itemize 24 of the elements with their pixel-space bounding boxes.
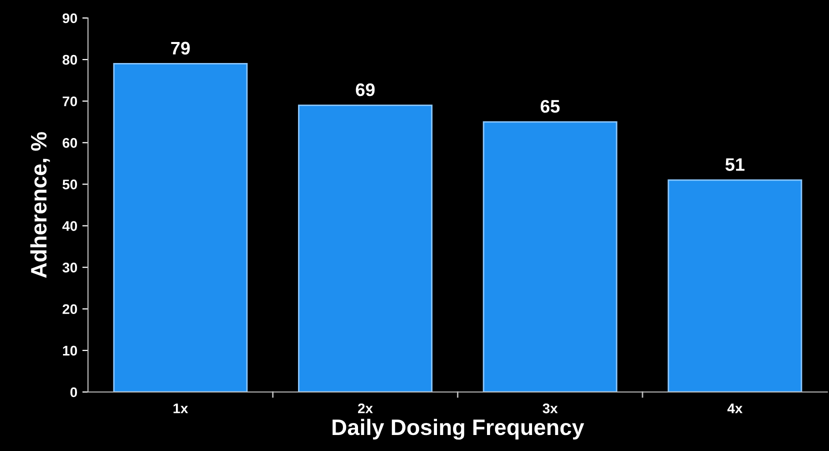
x-tick-label: 1x — [174, 404, 188, 414]
y-axis-title: Adherence, % — [30, 132, 50, 278]
x-tick-label: 4x — [727, 404, 743, 414]
bar — [298, 104, 432, 392]
y-tick-label: 50 — [62, 180, 78, 190]
y-tick-label: 80 — [62, 54, 78, 65]
x-tick-label: 2x — [358, 403, 373, 414]
x-tick-label: 3x — [542, 403, 558, 414]
y-tick-label: 40 — [62, 221, 78, 231]
data-label: 51 — [725, 158, 744, 171]
data-label: 79 — [171, 42, 190, 55]
y-tick-label: 20 — [62, 304, 78, 314]
y-tick-label: 70 — [62, 96, 78, 106]
x-axis-title: Daily Dosing Frequency — [332, 418, 584, 440]
y-tick-label: 60 — [62, 138, 78, 148]
y-tick-label: 90 — [62, 13, 78, 24]
bar — [668, 179, 802, 392]
y-tick-label: 30 — [62, 262, 78, 273]
y-tick-label: 0 — [70, 387, 78, 398]
y-tick-label: 10 — [63, 346, 78, 356]
data-label: 69 — [356, 83, 375, 96]
bar — [113, 63, 248, 392]
bar — [482, 121, 618, 392]
data-label: 65 — [540, 100, 560, 113]
